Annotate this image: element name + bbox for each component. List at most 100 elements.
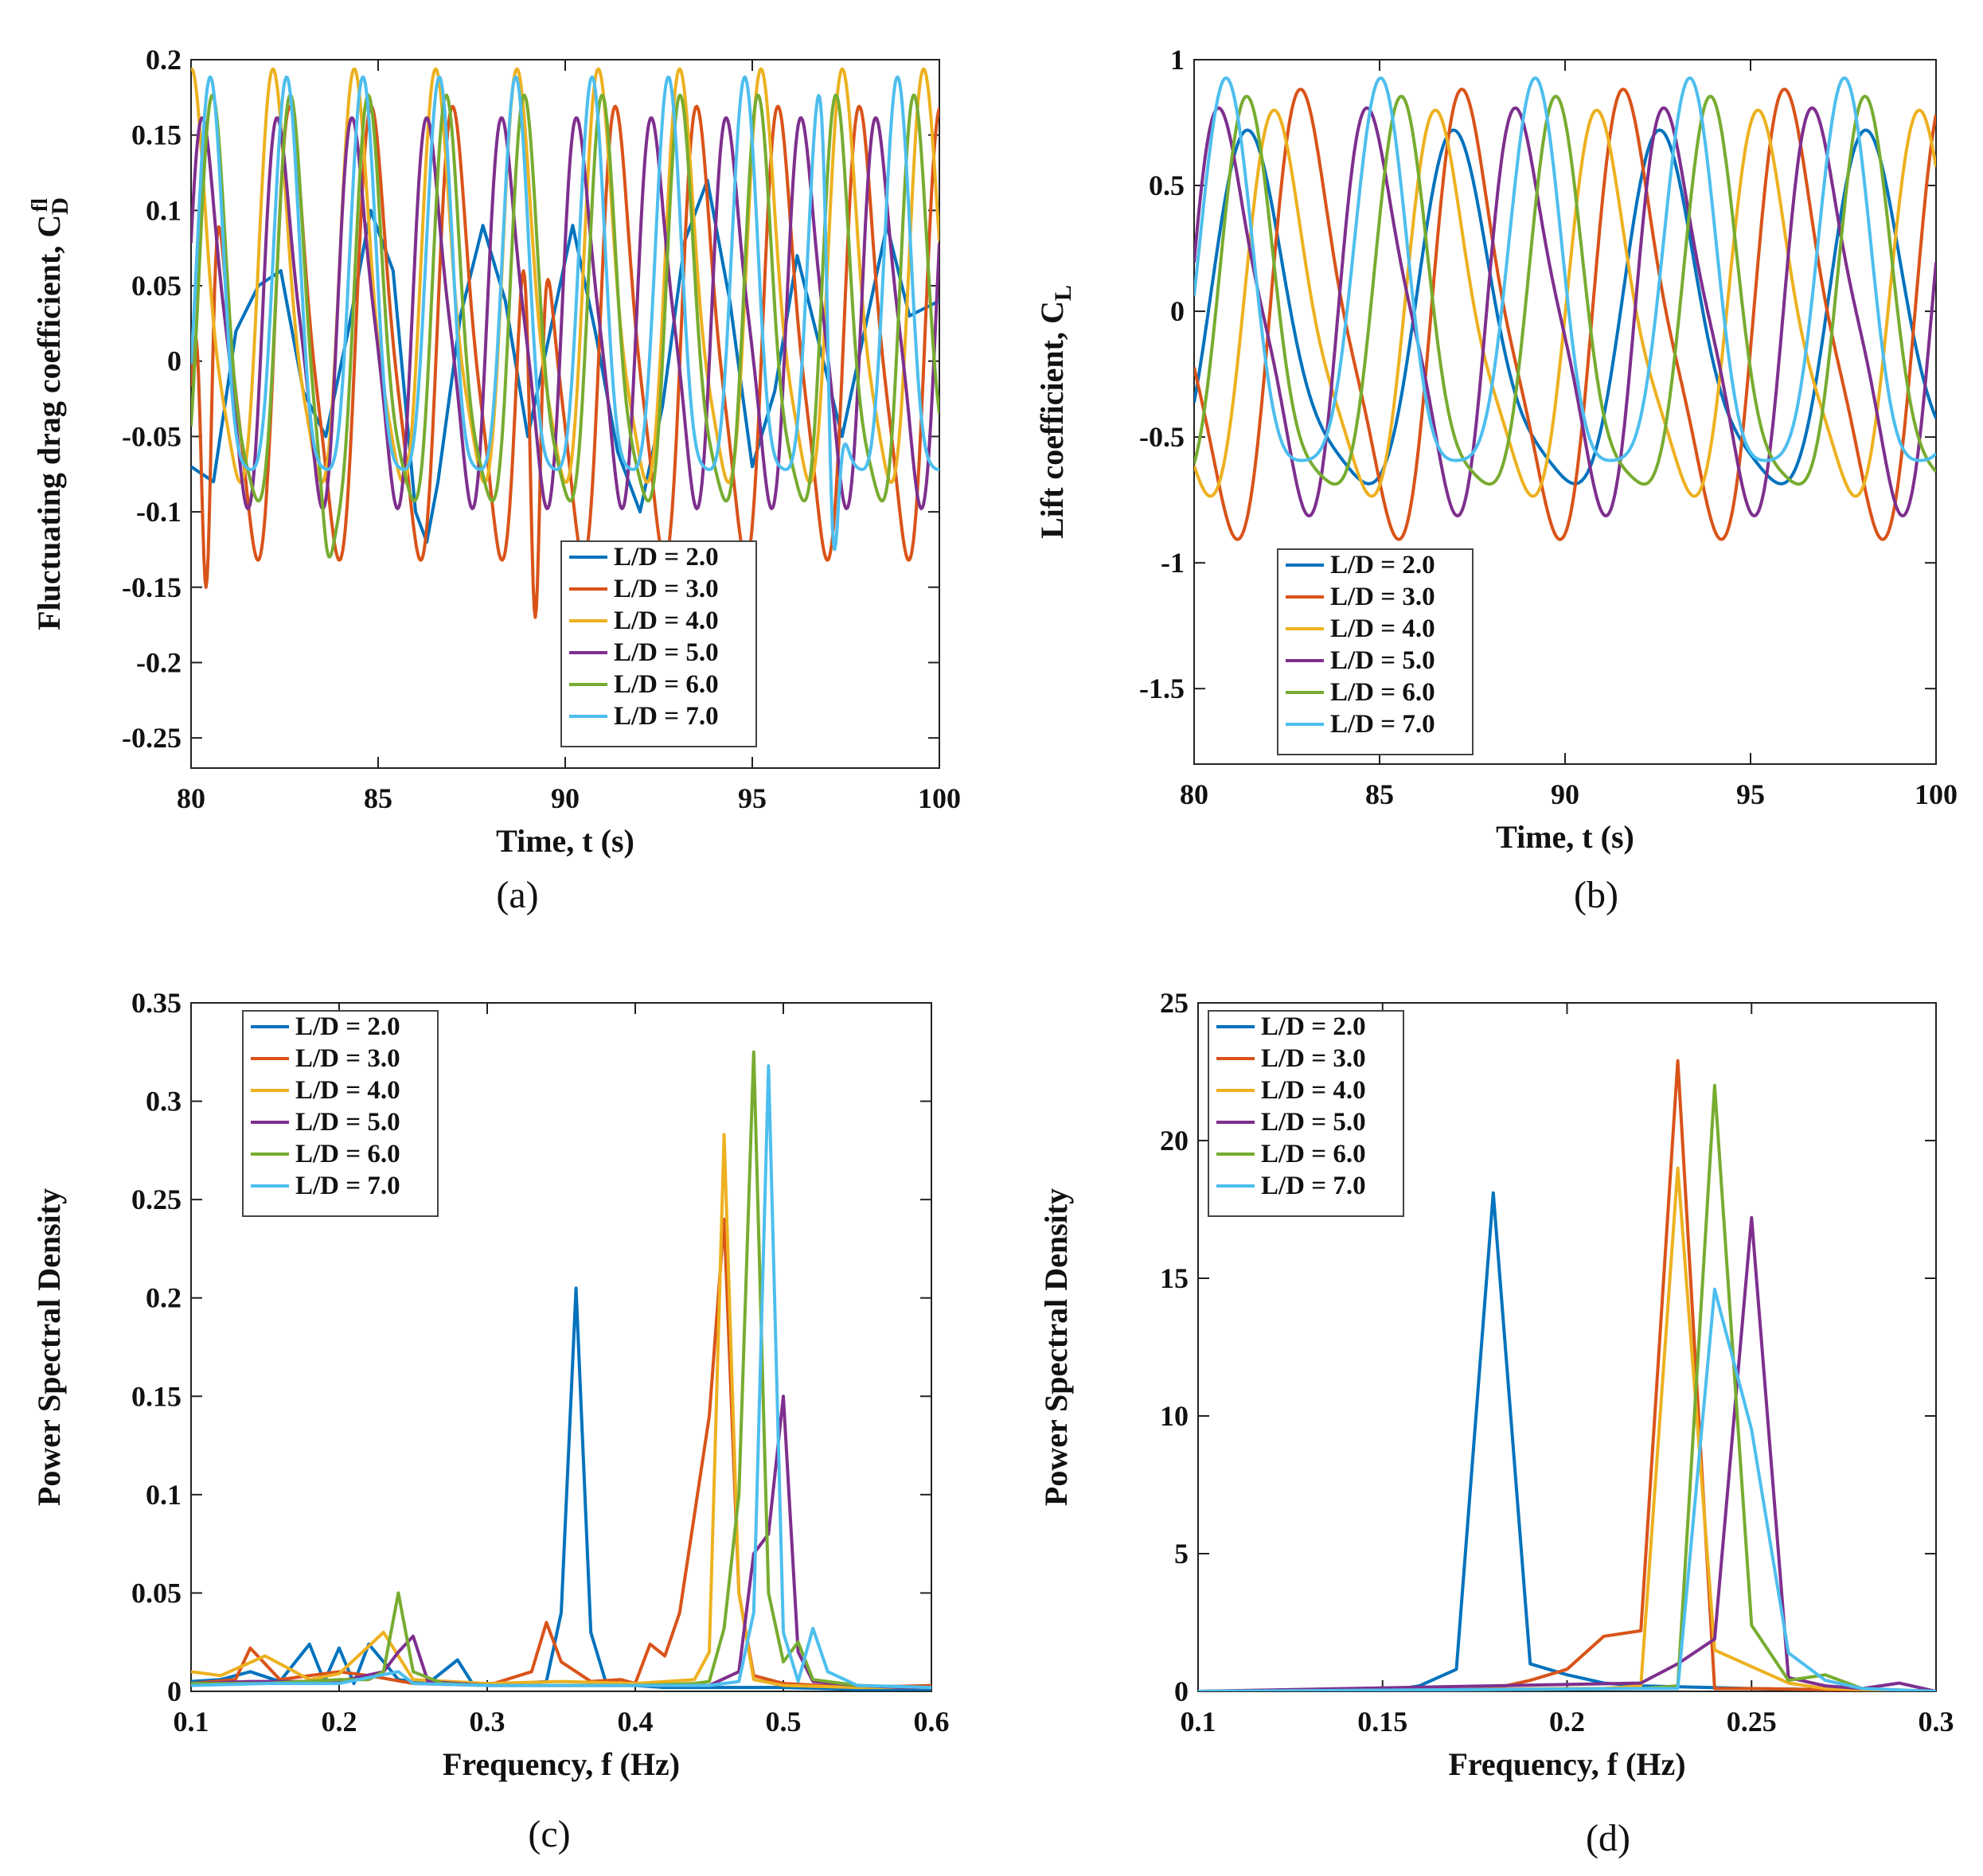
series-line-7.0 xyxy=(191,75,939,552)
series-line-5.0 xyxy=(191,116,939,510)
y-tick-label: 0.35 xyxy=(131,987,182,1019)
y-tick-label: 25 xyxy=(1160,987,1189,1019)
legend-entry: L/D = 5.0 xyxy=(1261,1108,1366,1137)
series-line-6.0 xyxy=(191,93,939,559)
y-axis-label: Power Spectral Density xyxy=(1038,1188,1074,1506)
y-tick-label: 0 xyxy=(167,1675,182,1707)
y-tick-label: 0.05 xyxy=(131,270,182,302)
legend-entry: L/D = 2.0 xyxy=(1330,551,1435,579)
legend-box xyxy=(1277,548,1474,755)
series-line-7.0 xyxy=(191,1064,931,1690)
y-axis-label-text: Power Spectral Density xyxy=(31,1188,67,1506)
legend-entry: L/D = 4.0 xyxy=(1330,614,1435,643)
chart-panel-a: 80 85 90 95 100 0.2 0.15 0.1 0.05 0 -0.05 -0.1 -0.15… xyxy=(28,44,961,916)
x-tick-label: 0.25 xyxy=(1727,1706,1777,1738)
legend: L/D = 2.0 L/D = 3.0 L/D = 4.0 L/D = 5.0 L/D … xyxy=(1208,1010,1404,1217)
x-axis-label: Frequency, f (Hz) xyxy=(443,1746,680,1782)
chart-panel-b: 80 85 90 95 100 1 0.5 0 -0.5 -1 -1.5 Time, t (s) Lif… xyxy=(1034,44,1958,916)
y-axis-label: Fluctuating drag coefficient, CDfl xyxy=(28,197,73,630)
x-tick-label: 0.6 xyxy=(914,1706,950,1738)
panel-label: (b) xyxy=(1574,874,1618,916)
y-tick-label: 15 xyxy=(1160,1262,1189,1294)
legend-box xyxy=(242,1010,439,1217)
y-tick-label: 0.3 xyxy=(146,1086,182,1117)
x-tick-label: 0.15 xyxy=(1357,1706,1407,1738)
y-tick-label: 0.5 xyxy=(1149,170,1185,201)
y-axis-label-subscript: L xyxy=(1050,285,1076,301)
y-tick-label: 0 xyxy=(167,345,182,377)
legend-entry: L/D = 3.0 xyxy=(295,1044,400,1073)
legend-entry: L/D = 3.0 xyxy=(614,575,719,603)
y-tick-label: -0.15 xyxy=(122,571,182,603)
x-tick-label: 95 xyxy=(1736,778,1765,810)
legend-entry: L/D = 7.0 xyxy=(1330,710,1435,739)
y-axis-label: Lift coefficient, CL xyxy=(1034,285,1076,539)
x-axis-label: Time, t (s) xyxy=(496,823,634,859)
legend-entry: L/D = 2.0 xyxy=(295,1012,400,1041)
y-tick-label: -1.5 xyxy=(1139,673,1185,704)
x-tick-label: 0.2 xyxy=(322,1706,357,1738)
panel-label: (a) xyxy=(496,874,538,916)
x-tick-label: 90 xyxy=(1551,778,1579,810)
legend-box xyxy=(1208,1010,1404,1217)
legend-box xyxy=(560,540,757,747)
y-tick-label: 0.2 xyxy=(146,44,182,76)
y-tick-label: 0.2 xyxy=(146,1282,182,1314)
x-tick-label: 85 xyxy=(364,782,392,814)
legend-entry: L/D = 5.0 xyxy=(614,638,719,667)
panel-label: (c) xyxy=(528,1813,570,1855)
legend: L/D = 2.0 L/D = 3.0 L/D = 4.0 L/D = 5.0 L/D … xyxy=(560,540,757,747)
legend-entry: L/D = 3.0 xyxy=(1330,583,1435,611)
legend-entry: L/D = 6.0 xyxy=(1330,678,1435,707)
y-tick-label: 0.1 xyxy=(146,1479,182,1511)
y-tick-label: 0.05 xyxy=(131,1577,182,1609)
legend-entry: L/D = 7.0 xyxy=(614,702,719,731)
x-tick-label: 0.3 xyxy=(470,1706,506,1738)
series-line-3.0 xyxy=(1194,88,1936,541)
y-axis-label-text: Lift coefficient, C xyxy=(1034,301,1070,539)
x-tick-label: 100 xyxy=(1915,778,1958,810)
legend-entry: L/D = 4.0 xyxy=(614,606,719,635)
y-tick-label: 0.15 xyxy=(131,1380,182,1412)
x-tick-label: 0.2 xyxy=(1549,1706,1585,1738)
legend-entry: L/D = 3.0 xyxy=(1261,1044,1366,1073)
y-tick-label: -0.1 xyxy=(136,496,182,528)
series-group xyxy=(191,67,939,619)
x-tick-label: 0.1 xyxy=(174,1706,209,1738)
series-line-7.0 xyxy=(1198,1287,1936,1691)
legend-entry: L/D = 2.0 xyxy=(614,543,719,571)
x-tick-label: 0.3 xyxy=(1919,1706,1954,1738)
series-line-6.0 xyxy=(1194,95,1936,486)
series-line-2.0 xyxy=(1198,1191,1936,1691)
legend-entry: L/D = 5.0 xyxy=(295,1108,400,1137)
x-axis-label: Frequency, f (Hz) xyxy=(1448,1746,1685,1782)
legend-entry: L/D = 7.0 xyxy=(1261,1172,1366,1200)
y-axis-label-superscript: fl xyxy=(28,198,53,212)
x-tick-label: 0.4 xyxy=(618,1706,654,1738)
x-tick-label: 0.1 xyxy=(1181,1706,1216,1738)
y-tick-label: 1 xyxy=(1170,44,1185,76)
y-tick-label: 0.25 xyxy=(131,1184,182,1215)
x-tick-label: 95 xyxy=(738,782,767,814)
legend-entry: L/D = 4.0 xyxy=(295,1076,400,1105)
legend-entry: L/D = 6.0 xyxy=(295,1140,400,1168)
legend: L/D = 2.0 L/D = 3.0 L/D = 4.0 L/D = 5.0 L/D … xyxy=(242,1010,439,1217)
series-line-4.0 xyxy=(1194,108,1936,498)
y-tick-label: 0 xyxy=(1170,295,1185,327)
x-tick-label: 80 xyxy=(177,782,205,814)
y-tick-label: 5 xyxy=(1174,1538,1189,1570)
legend-entry: L/D = 4.0 xyxy=(1261,1076,1366,1105)
series-line-5.0 xyxy=(1198,1215,1936,1691)
y-tick-label: -0.2 xyxy=(136,646,182,678)
chart-panel-c: 0.1 0.2 0.3 0.4 0.5 0.60.350.30.250.20.150.10… xyxy=(31,987,950,1855)
series-line-5.0 xyxy=(191,1394,931,1690)
y-tick-label: -1 xyxy=(1161,547,1185,579)
series-group xyxy=(191,1050,931,1691)
x-tick-label: 85 xyxy=(1365,778,1394,810)
series-line-7.0 xyxy=(1194,76,1936,462)
x-tick-label: 80 xyxy=(1180,778,1208,810)
legend-entry: L/D = 7.0 xyxy=(295,1172,400,1200)
y-tick-label: 0.15 xyxy=(131,119,182,151)
series-line-2.0 xyxy=(191,1286,931,1691)
